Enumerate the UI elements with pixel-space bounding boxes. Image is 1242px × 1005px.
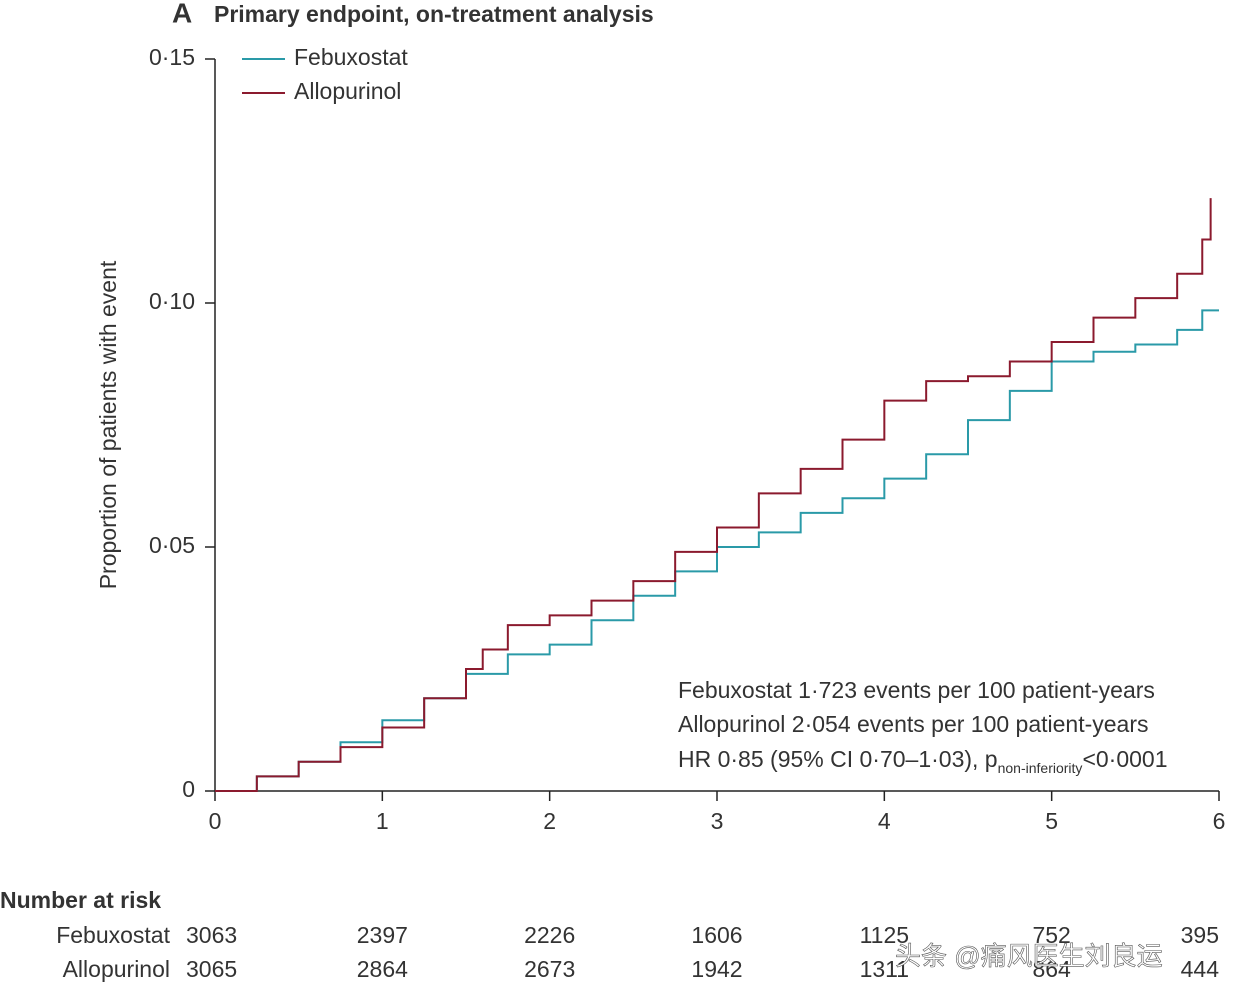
km-curve [215,198,1212,792]
x-tick-label: 4 [878,808,891,834]
x-tick-label: 3 [711,808,724,834]
chart-title: Primary endpoint, on-treatment analysis [214,1,654,27]
legend-label: Febuxostat [294,44,408,70]
risk-count: 3065 [186,956,237,982]
risk-row-label: Allopurinol [63,956,170,982]
hr-suffix: <0·0001 [1082,746,1167,772]
x-tick-label: 1 [376,808,389,834]
risk-count: 1125 [860,922,909,948]
y-axis-label: Proportion of patients with event [95,260,121,589]
risk-count: 1942 [691,956,742,982]
x-tick-label: 0 [209,808,222,834]
risk-count: 752 [1032,922,1070,948]
hr-text: HR 0·85 (95% CI 0·70–1·03), p [678,746,998,772]
risk-count: 2226 [524,922,575,948]
risk-count: 864 [1032,956,1071,982]
risk-count: 1311 [860,956,909,982]
risk-count: 3063 [186,922,237,948]
risk-count: 1606 [691,922,742,948]
risk-count: 2397 [357,922,408,948]
risk-table-title: Number at risk [0,887,161,913]
x-tick-label: 2 [543,808,556,834]
y-tick-label: 0·10 [149,288,195,314]
watermark: 头条 @痛风医生刘良运 [895,941,1163,971]
y-tick-label: 0·15 [149,44,195,70]
km-curve [215,309,1219,792]
risk-count: 444 [1181,956,1220,982]
risk-count: 2673 [524,956,575,982]
panel-label: A [172,0,192,28]
annotation: Allopurinol 2·054 events per 100 patient… [678,711,1149,737]
risk-count: 395 [1181,922,1219,948]
y-tick-label: 0·05 [149,532,195,558]
hr-subscript: non-inferiority [998,760,1083,776]
legend-label: Allopurinol [294,78,401,104]
x-tick-label: 5 [1045,808,1058,834]
x-tick-label: 6 [1213,808,1226,834]
annotation: Febuxostat 1·723 events per 100 patient-… [678,677,1155,703]
annotation: HR 0·85 (95% CI 0·70–1·03), pnon-inferio… [678,746,1168,776]
risk-count: 2864 [357,956,408,982]
y-tick-label: 0 [182,776,195,802]
risk-row-label: Febuxostat [56,922,170,948]
